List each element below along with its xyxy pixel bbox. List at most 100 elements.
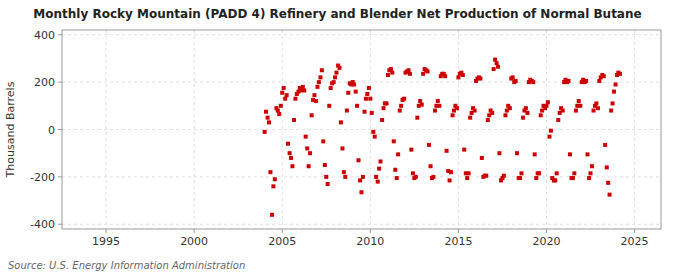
point — [379, 159, 383, 163]
point — [546, 100, 550, 104]
point — [467, 171, 471, 175]
point — [514, 79, 518, 83]
point — [590, 164, 594, 168]
point — [484, 174, 488, 178]
point — [603, 143, 607, 147]
point — [329, 86, 333, 90]
point — [421, 72, 425, 76]
point — [279, 104, 283, 108]
point — [480, 156, 484, 160]
point — [343, 175, 347, 179]
point — [502, 174, 506, 178]
point — [332, 80, 336, 84]
point — [549, 129, 553, 133]
grid-line — [546, 30, 547, 229]
point — [342, 170, 346, 174]
point — [407, 68, 411, 72]
point — [352, 82, 356, 86]
point — [290, 164, 294, 168]
point — [358, 178, 362, 182]
point — [451, 113, 455, 117]
point — [539, 113, 543, 117]
point — [496, 65, 500, 69]
point — [473, 109, 477, 113]
point — [436, 99, 440, 103]
point — [578, 104, 582, 108]
point — [321, 139, 325, 143]
point — [374, 175, 378, 179]
point — [392, 139, 396, 143]
point — [503, 113, 507, 117]
point — [490, 111, 494, 115]
annotation: Source: U.S. Energy Information Administ… — [8, 260, 245, 271]
point — [273, 177, 277, 181]
point — [486, 118, 490, 122]
point — [568, 152, 572, 156]
point — [315, 85, 319, 89]
point — [605, 165, 609, 169]
y-tick-label: -400 — [30, 218, 55, 231]
point — [448, 178, 452, 182]
point — [386, 73, 390, 77]
point — [364, 97, 368, 101]
x-tick — [458, 229, 459, 233]
point — [312, 93, 316, 97]
point — [371, 130, 375, 134]
point — [534, 176, 538, 180]
point — [304, 135, 308, 139]
point — [324, 175, 328, 179]
plot-frame — [62, 30, 661, 229]
point — [334, 71, 338, 75]
point — [544, 104, 548, 108]
point — [415, 116, 419, 120]
point — [449, 170, 453, 174]
point — [365, 92, 369, 96]
point — [553, 178, 557, 182]
point — [555, 171, 559, 175]
x-tick — [194, 229, 195, 233]
point — [495, 61, 499, 65]
x-tick — [546, 229, 547, 233]
point — [263, 130, 267, 134]
point — [370, 111, 374, 115]
y-tick — [58, 176, 62, 177]
point — [531, 80, 535, 84]
point — [340, 146, 344, 150]
point — [586, 152, 590, 156]
point — [267, 120, 271, 124]
x-tick — [370, 229, 371, 233]
point — [399, 104, 403, 108]
x-tick-label: 2025 — [621, 235, 649, 248]
point — [461, 73, 465, 77]
point — [409, 148, 413, 152]
point — [317, 80, 321, 84]
point — [577, 99, 581, 103]
point — [327, 104, 331, 108]
point — [380, 118, 384, 122]
point — [285, 93, 289, 97]
x-tick — [634, 229, 635, 233]
point — [354, 90, 358, 94]
grid-line — [62, 224, 661, 225]
point — [393, 168, 397, 172]
point — [271, 184, 275, 188]
point — [360, 190, 364, 194]
point — [402, 97, 406, 101]
x-tick-label: 2010 — [356, 235, 384, 248]
title: Monthly Rocky Mountain (PADD 4) Refinery… — [33, 7, 641, 21]
point — [376, 180, 380, 184]
point — [390, 71, 394, 75]
point — [346, 91, 350, 95]
y-tick-label: -200 — [30, 171, 55, 184]
point — [362, 110, 366, 114]
point — [293, 97, 297, 101]
y-tick — [58, 34, 62, 35]
point — [572, 171, 576, 175]
point — [596, 106, 600, 110]
point — [602, 74, 606, 78]
point — [270, 213, 274, 217]
point — [519, 171, 523, 175]
point — [612, 90, 616, 94]
point — [301, 85, 305, 89]
point — [368, 97, 372, 101]
